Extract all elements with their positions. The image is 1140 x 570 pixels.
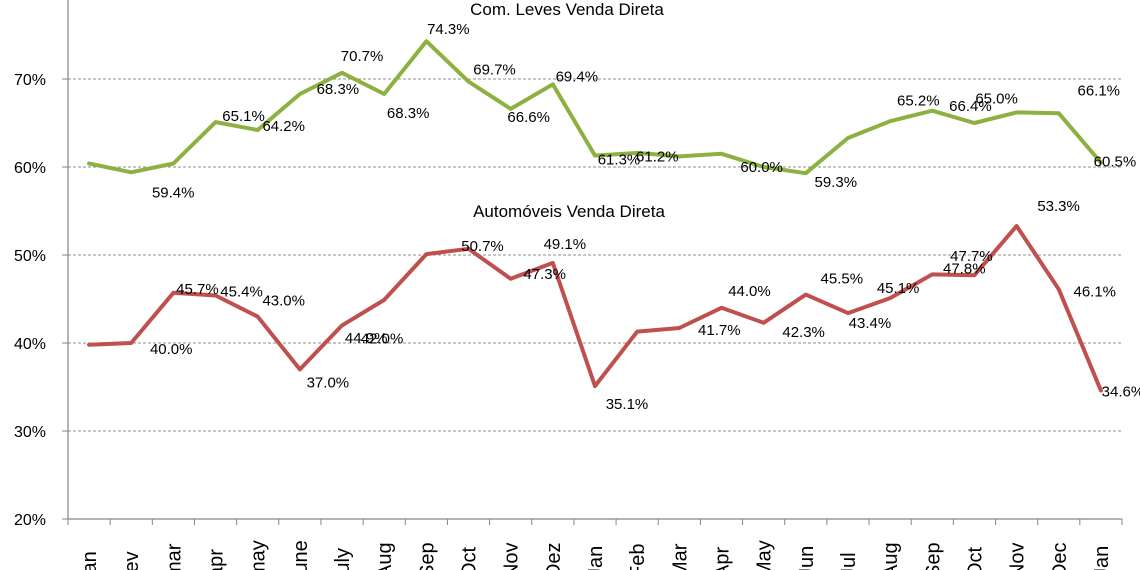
data-label: 69.7% [473, 62, 516, 79]
x-tick-label: Jun [796, 546, 818, 570]
gridlines [68, 78, 1122, 432]
x-tick-label: Oct [964, 546, 986, 570]
data-label: 50.7% [461, 238, 504, 255]
data-label: 61.3% [598, 152, 641, 169]
x-tick-label: Nov [1007, 542, 1029, 570]
x-tick-label: Aug [374, 542, 396, 570]
data-label: 47.7% [950, 248, 993, 265]
data-label: 68.3% [317, 81, 360, 98]
data-label: 60.5% [1094, 154, 1137, 171]
x-tick-label: Dec [1049, 542, 1071, 570]
data-label: 64.2% [262, 118, 305, 135]
data-label: 70.7% [341, 48, 384, 65]
data-label: 68.3% [387, 105, 430, 122]
series-line [87, 224, 1103, 393]
data-label: 37.0% [307, 374, 350, 391]
x-tick-label: Jul [838, 552, 860, 570]
x-tick-label: may [248, 540, 270, 570]
data-label: 65.1% [222, 108, 265, 125]
x-tick-label: Apr [711, 547, 733, 570]
x-tick-label: Oct [459, 546, 481, 570]
data-labels: 59.4% 65.1%64.2% 68.3% 70.7% 68.3% 74.3% 69.7%… [150, 21, 1140, 413]
data-label: 45.7% [176, 281, 219, 298]
y-tick-label: 20% [14, 512, 46, 529]
y-tick-label: 50% [14, 248, 46, 265]
data-label: 45.4% [220, 283, 263, 300]
x-tick-label: Sep [416, 542, 438, 570]
data-label: 43.0% [262, 293, 305, 310]
data-label: 47.8% [943, 260, 986, 277]
data-label: 46.1% [1073, 283, 1116, 300]
x-tick-label: Jan [585, 546, 607, 570]
series-title: Automóveis Venda Direta [473, 202, 665, 221]
data-label: 40.0% [150, 341, 193, 358]
data-label: 42.0% [361, 330, 404, 347]
data-label: 49.1% [544, 236, 587, 253]
data-label: 59.4% [152, 184, 195, 201]
data-label: 61.2% [636, 148, 679, 165]
y-tick-label: 60% [14, 160, 46, 177]
data-label: 44.0% [728, 283, 771, 300]
data-label: 65.2% [897, 93, 940, 110]
x-tick-label: Sep [922, 542, 944, 570]
x-tick-label: july [332, 548, 354, 570]
data-label: 65.0% [975, 90, 1018, 107]
data-label: 44.9% [345, 330, 388, 347]
data-label: 74.3% [427, 21, 470, 38]
x-tick-label: Aug [880, 542, 902, 570]
data-label: 47.3% [523, 266, 566, 283]
x-tick-label: Jan [1091, 546, 1113, 570]
x-tick-label: fev [121, 551, 143, 570]
data-label: 66.1% [1077, 82, 1120, 99]
data-label: 59.3% [815, 174, 858, 191]
x-tick-label: jan [79, 551, 101, 570]
data-label: 66.4% [949, 98, 992, 115]
series-title: Com. Leves Venda Direta [470, 0, 664, 19]
data-label: 66.6% [507, 109, 550, 126]
y-tick-label: 30% [14, 424, 46, 441]
x-tick-label: Nov [501, 542, 523, 570]
x-tick-label: May [754, 540, 776, 570]
x-tick-label: Feb [627, 544, 649, 570]
y-axis-ticks: 20% 30% 40% 50% 60% 70% [14, 72, 68, 529]
x-axis-ticks: jan fev mar apr may june july Aug Sep Oct Nov Dez Ja… [67, 519, 1123, 570]
series [87, 39, 1103, 393]
data-label: 60.0% [740, 159, 783, 176]
data-label: 45.5% [821, 271, 864, 288]
y-tick-label: 70% [14, 72, 46, 89]
data-label: 53.3% [1037, 198, 1080, 215]
y-tick-label: 40% [14, 336, 46, 353]
x-tick-label: Dez [543, 542, 565, 570]
data-label: 42.3% [782, 324, 825, 341]
x-tick-label: apr [206, 549, 228, 570]
data-label: 41.7% [698, 322, 741, 339]
data-label: 34.6% [1102, 384, 1140, 401]
x-tick-label: june [290, 540, 312, 570]
data-label: 35.1% [606, 396, 649, 413]
data-label: 69.4% [556, 68, 599, 85]
data-label: 45.1% [877, 280, 920, 297]
data-label: 43.4% [849, 315, 892, 332]
axes [67, 0, 1122, 520]
series-titles: Com. Leves Venda Direta Automóveis Venda … [470, 0, 665, 221]
x-tick-label: Mar [669, 543, 691, 570]
x-tick-label: mar [163, 543, 185, 570]
series-line [87, 39, 1103, 176]
